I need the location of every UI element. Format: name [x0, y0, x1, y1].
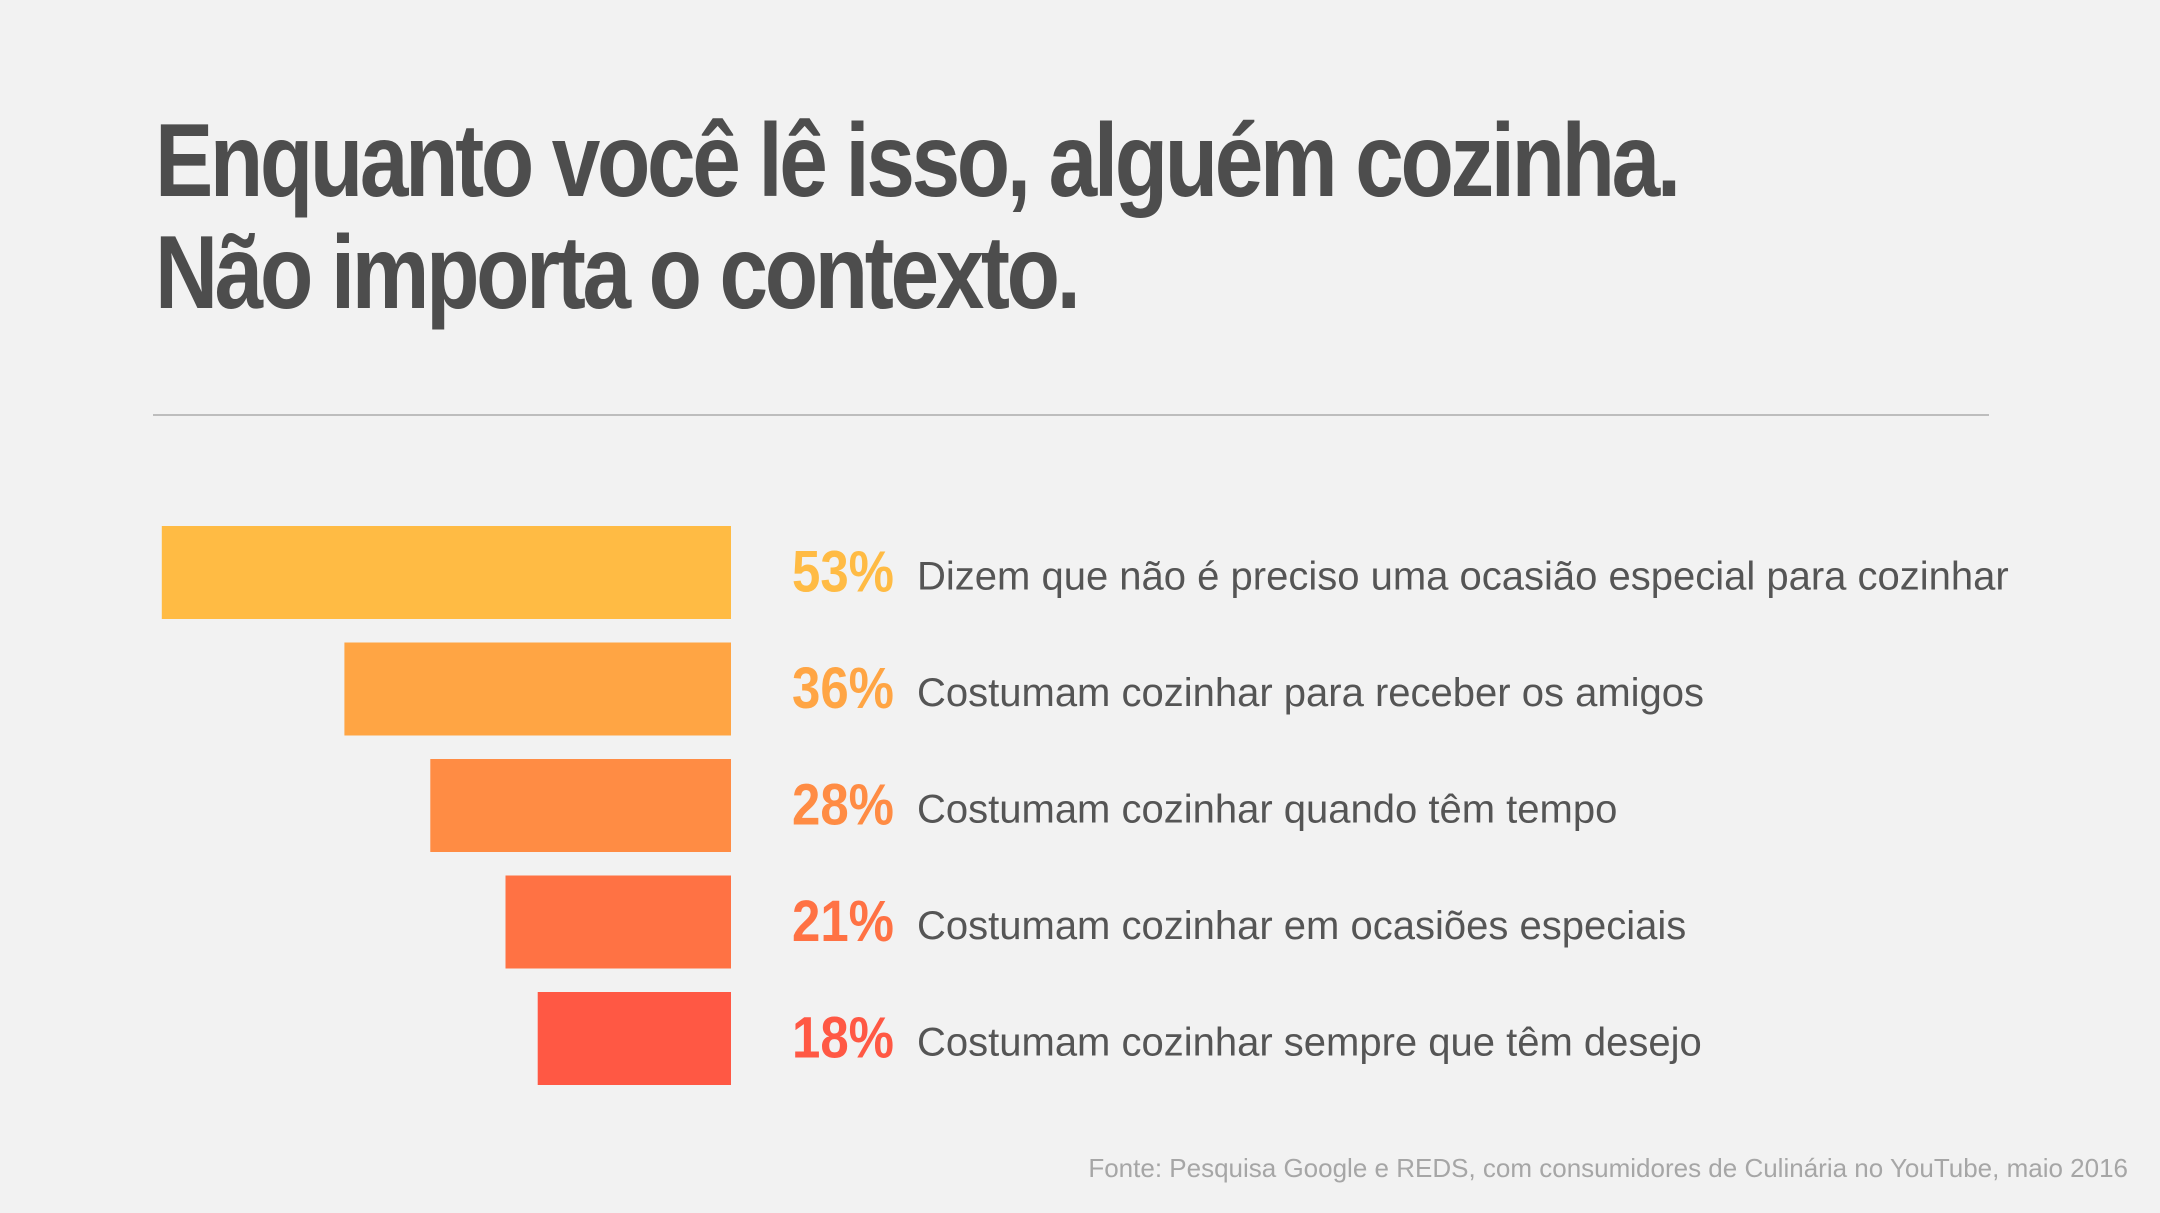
source-note: Fonte: Pesquisa Google e REDS, com consu…	[1088, 1153, 2128, 1183]
value-label-3: 28%	[792, 773, 894, 838]
value-label-4: 21%	[792, 889, 894, 954]
value-label-2: 36%	[792, 656, 894, 721]
bar-3	[430, 759, 731, 852]
category-label-5: Costumam cozinhar sempre que têm desejo	[917, 1021, 1702, 1065]
category-label-4: Costumam cozinhar em ocasiões especiais	[917, 904, 1686, 948]
category-label-3: Costumam cozinhar quando têm tempo	[917, 788, 1617, 832]
value-label-1: 53%	[792, 540, 894, 605]
title-line-1: Enquanto você lê isso, alguém cozinha.	[155, 103, 1681, 219]
bar-5	[537, 992, 731, 1085]
page-title: Enquanto você lê isso, alguém cozinha. N…	[155, 103, 1681, 331]
category-label-1: Dizem que não é preciso uma ocasião espe…	[917, 555, 2009, 599]
bar-1	[161, 526, 732, 619]
bar-2	[344, 642, 731, 736]
bar-4	[505, 875, 731, 969]
title-divider	[153, 414, 1989, 416]
category-label-2: Costumam cozinhar para receber os amigos	[917, 671, 1704, 715]
title-line-2: Não importa o contexto.	[155, 215, 1081, 331]
value-label-5: 18%	[792, 1006, 894, 1071]
